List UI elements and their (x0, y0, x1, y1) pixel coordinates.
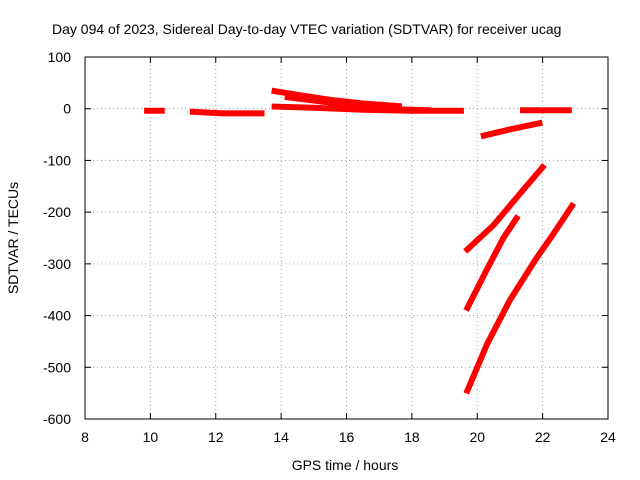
x-tick-label: 10 (143, 429, 159, 445)
x-tick-label: 12 (208, 429, 224, 445)
y-axis-label: SDTVAR / TECUs (5, 182, 21, 294)
y-tick-label: -200 (43, 204, 71, 220)
series-line-7 (480, 119, 543, 140)
chart-title: Day 094 of 2023, Sidereal Day-to-day VTE… (52, 21, 561, 37)
y-tick-label: -300 (43, 256, 71, 272)
x-tick-label: 22 (535, 429, 551, 445)
y-tick-label: -100 (43, 152, 71, 168)
series-group (144, 87, 577, 395)
y-tick-label: 100 (48, 49, 72, 65)
x-tick-labels: 8 10 12 14 16 18 20 22 24 (81, 429, 616, 445)
x-tick-label: 14 (273, 429, 289, 445)
y-tick-label: -400 (43, 308, 71, 324)
y-tick-labels: 100 0 -100 -200 -300 -400 -500 -600 (43, 49, 71, 427)
series-line-2 (189, 108, 265, 117)
x-tick-label: 16 (339, 429, 355, 445)
y-tick-label: -500 (43, 359, 71, 375)
y-tick-label: -600 (43, 411, 71, 427)
x-axis-label: GPS time / hours (292, 457, 399, 473)
x-tick-label: 8 (81, 429, 89, 445)
tick-marks (84, 56, 609, 420)
series-line-9 (463, 214, 521, 312)
series-line-10 (463, 201, 577, 395)
x-tick-label: 24 (600, 429, 616, 445)
x-tick-label: 20 (469, 429, 485, 445)
y-tick-label: 0 (63, 101, 71, 117)
series-line-5 (284, 93, 432, 114)
series-line-8 (463, 162, 547, 254)
x-tick-label: 18 (404, 429, 420, 445)
